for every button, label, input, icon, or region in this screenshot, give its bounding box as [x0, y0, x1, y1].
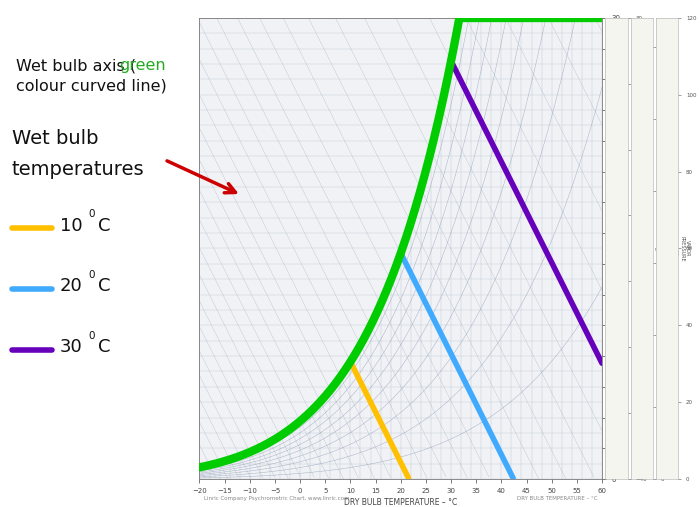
Text: 20: 20: [60, 277, 83, 296]
Y-axis label: HUMIDITY RATIO – GRAMS OF MOISTURE PER KILOGRAM OF DRY AIR: HUMIDITY RATIO – GRAMS OF MOISTURE PER K…: [634, 156, 640, 341]
Text: Wet bulb axis (: Wet bulb axis (: [16, 58, 136, 74]
Y-axis label: DEW
POINT
°C: DEW POINT °C: [653, 241, 669, 256]
Text: Linric Company Psychrometric Chart, www.linric.com: Linric Company Psychrometric Chart, www.…: [204, 496, 349, 501]
Text: 0: 0: [89, 331, 95, 341]
Text: C: C: [97, 277, 110, 296]
Text: DRY BULB TEMPERATURE – °C: DRY BULB TEMPERATURE – °C: [517, 496, 598, 501]
Text: C: C: [97, 338, 110, 356]
X-axis label: DRY BULB TEMPERATURE – °C: DRY BULB TEMPERATURE – °C: [344, 498, 457, 507]
Text: temperatures: temperatures: [12, 160, 145, 178]
Text: green: green: [119, 58, 165, 74]
Text: Wet bulb: Wet bulb: [12, 129, 99, 148]
Text: 10: 10: [60, 216, 83, 235]
Y-axis label: VAPOR
PRESSURE
mm Hg: VAPOR PRESSURE mm Hg: [673, 236, 690, 261]
Text: colour curved line): colour curved line): [16, 79, 167, 94]
Text: 0: 0: [89, 209, 95, 219]
Text: 30: 30: [60, 338, 83, 356]
Text: 0: 0: [89, 270, 95, 280]
Text: C: C: [97, 216, 110, 235]
